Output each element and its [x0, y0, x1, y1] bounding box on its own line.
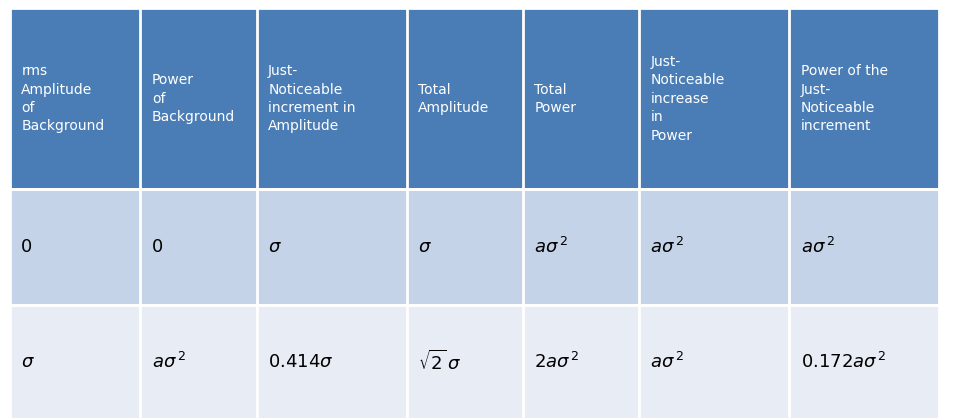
Text: $a\sigma^{\,2}$: $a\sigma^{\,2}$ — [801, 237, 834, 257]
Text: Power of the
Just-
Noticeable
increment: Power of the Just- Noticeable increment — [801, 64, 888, 133]
Text: Power
of
Background: Power of Background — [152, 74, 235, 124]
Bar — [10, 189, 939, 305]
Text: 0: 0 — [21, 238, 33, 256]
Text: $0.172a\sigma^{\,2}$: $0.172a\sigma^{\,2}$ — [801, 352, 886, 372]
Text: $0.414\sigma$: $0.414\sigma$ — [268, 353, 334, 371]
Text: $\mathit{\sigma}$: $\mathit{\sigma}$ — [268, 238, 282, 256]
Text: $\sqrt{2}\,\sigma$: $\sqrt{2}\,\sigma$ — [418, 350, 462, 374]
Text: $a\sigma^{\,2}$: $a\sigma^{\,2}$ — [650, 237, 684, 257]
Text: Total
Amplitude: Total Amplitude — [418, 83, 490, 115]
Text: Total
Power: Total Power — [534, 83, 576, 115]
Text: Just-
Noticeable
increase
in
Power: Just- Noticeable increase in Power — [650, 55, 725, 143]
Text: $\mathit{\sigma}$: $\mathit{\sigma}$ — [21, 353, 35, 371]
Text: Just-
Noticeable
increment in
Amplitude: Just- Noticeable increment in Amplitude — [268, 64, 355, 133]
Text: $a\sigma^{\,2}$: $a\sigma^{\,2}$ — [152, 352, 186, 372]
Text: 0: 0 — [152, 238, 164, 256]
Text: rms
Amplitude
of
Background: rms Amplitude of Background — [21, 64, 105, 133]
Text: $2a\sigma^{\,2}$: $2a\sigma^{\,2}$ — [534, 352, 580, 372]
Text: $a\sigma^{\,2}$: $a\sigma^{\,2}$ — [650, 352, 684, 372]
Bar — [10, 8, 939, 189]
Text: $a\sigma^{\,2}$: $a\sigma^{\,2}$ — [534, 237, 568, 257]
Text: $\mathit{\sigma}$: $\mathit{\sigma}$ — [418, 238, 432, 256]
Bar — [10, 305, 939, 418]
